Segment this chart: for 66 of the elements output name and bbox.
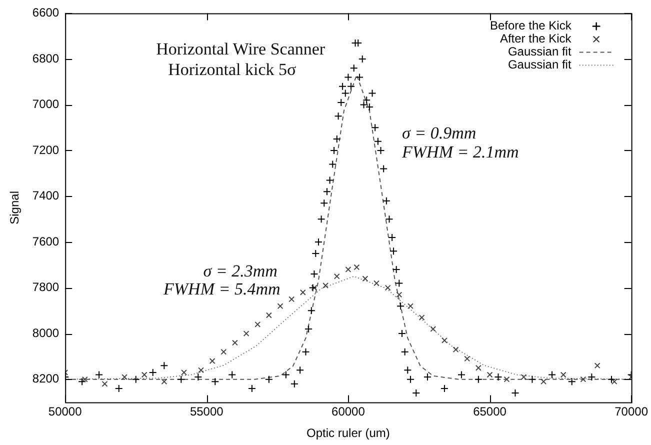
y-tick-label: 7200	[32, 142, 60, 157]
y-tick-label: 7000	[32, 97, 60, 112]
point	[300, 289, 306, 296]
y-tick-label: 8000	[32, 326, 60, 340]
point	[580, 376, 586, 382]
annotation: FWHM = 5.4mm	[162, 280, 280, 299]
legend-label: Before the Kick	[490, 18, 572, 33]
point	[334, 273, 340, 280]
x-tick-label: 55000	[190, 404, 224, 419]
point	[161, 378, 168, 385]
point	[594, 362, 600, 369]
annotation: Horizontal kick 5σ	[168, 60, 296, 80]
annotation: FWHM = 2.1mm	[400, 142, 519, 162]
y-tick-label: 7400	[32, 188, 60, 203]
legend-label: Gaussian fit	[508, 44, 572, 59]
point	[464, 356, 470, 362]
legend-label: After the Kick	[500, 32, 572, 46]
point	[362, 276, 368, 282]
point	[520, 374, 527, 380]
y-tick-label: 7800	[32, 280, 60, 294]
point	[102, 380, 108, 387]
point	[198, 367, 204, 374]
point	[430, 326, 436, 332]
point	[441, 337, 448, 344]
annotation: Horizontal Wire Scanner	[156, 40, 326, 59]
point	[384, 284, 391, 291]
point	[220, 348, 227, 355]
point	[141, 372, 148, 378]
point	[540, 378, 547, 385]
legend-label: Gaussian fit	[508, 58, 572, 72]
annotation: σ = 0.9mm	[402, 123, 476, 142]
x-tick-label: 60000	[332, 404, 366, 419]
y-tick-label: 6800	[32, 51, 60, 66]
point	[266, 312, 272, 318]
point	[288, 296, 295, 302]
point	[452, 346, 459, 353]
x-tick-label: 50000	[48, 404, 82, 419]
point	[311, 284, 318, 291]
point	[181, 369, 187, 376]
point	[232, 340, 238, 346]
point	[345, 266, 352, 272]
point	[418, 314, 425, 321]
y-axis-title: Signal	[8, 191, 22, 224]
point	[408, 303, 414, 310]
point	[122, 374, 128, 380]
annotation: σ = 2.3mm	[203, 261, 278, 280]
point	[504, 376, 510, 382]
point	[82, 376, 88, 382]
point	[209, 358, 216, 364]
point	[475, 364, 482, 371]
point	[277, 303, 284, 310]
point	[374, 280, 380, 286]
x-axis-title: Optic ruler (um)	[306, 426, 390, 440]
point	[254, 321, 261, 328]
point	[396, 292, 402, 298]
point	[243, 330, 250, 337]
y-tick-label: 7600	[32, 234, 60, 248]
y-tick-label: 8200	[32, 372, 60, 386]
x-tick-label: 70000	[614, 404, 648, 419]
x-tick-label: 65000	[473, 404, 507, 419]
point	[322, 282, 329, 288]
point	[354, 264, 360, 270]
point	[611, 378, 618, 385]
point	[560, 372, 566, 378]
y-tick-label: 6600	[32, 6, 60, 20]
point	[486, 372, 493, 378]
